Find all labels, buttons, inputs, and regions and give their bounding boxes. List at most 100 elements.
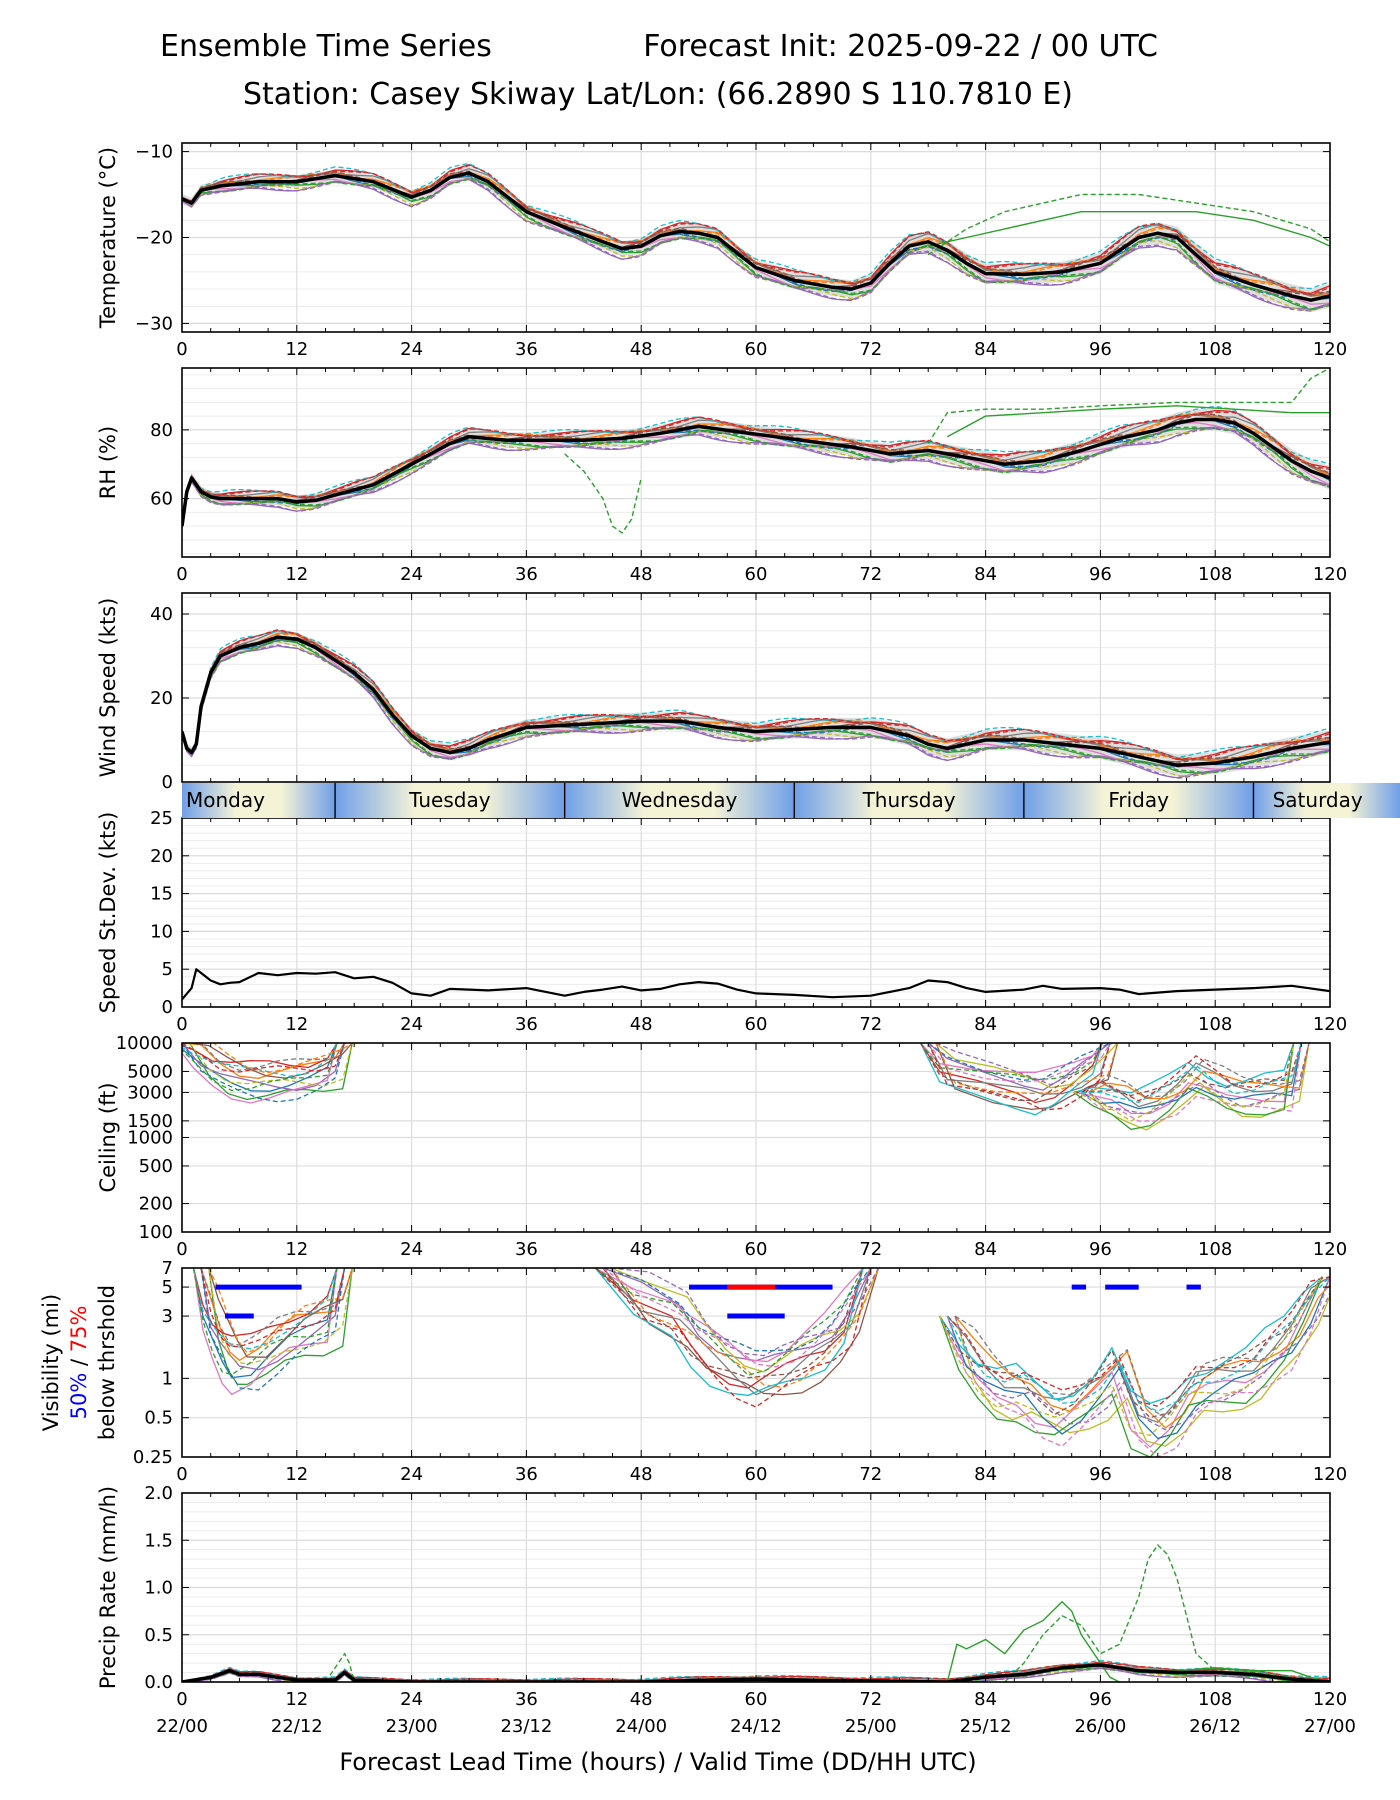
- ensemble-member-line: [189, 1043, 353, 1087]
- plot-area: [182, 629, 1330, 779]
- x-tick-label: 84: [974, 339, 997, 360]
- ensemble-member-line: [939, 1276, 1323, 1419]
- x-tick-label: 72: [859, 564, 882, 585]
- x-tick-label: 96: [1089, 1464, 1112, 1485]
- ensemble-member-line: [182, 178, 1330, 312]
- ensemble-member-line: [927, 1043, 1111, 1081]
- outlier-member-line: [946, 1600, 1120, 1682]
- ensemble-member-line: [200, 1268, 346, 1371]
- day-segment: [1023, 783, 1254, 818]
- y-tick-label: 100: [139, 1222, 173, 1243]
- figure-title-right: Forecast Init: 2025-09-22 / 00 UTC: [643, 29, 1158, 64]
- y-tick-label: 7: [162, 1258, 173, 1279]
- ensemble-member-line: [192, 1268, 338, 1337]
- threshold-legend: 50% / 75%: [67, 1306, 91, 1420]
- station-label: Station: Casey Skiway: [243, 77, 575, 112]
- x-tick-label: 108: [1198, 1014, 1232, 1035]
- ensemble-member-line: [935, 1043, 1119, 1089]
- panel-visibility: 0 12 24 36 48 60 72 84 96 108 120 0.25 0.5 1 3 57 Visibi…: [39, 1258, 1347, 1485]
- ensemble-member-line: [182, 1659, 1330, 1682]
- ensemble-member-line: [927, 1043, 1111, 1095]
- ensemble-member-line: [182, 639, 1330, 768]
- ensemble-member-line: [919, 1043, 1103, 1116]
- x-tick-label: 120: [1313, 564, 1347, 585]
- spread-band: [182, 630, 1330, 777]
- spread-band: [182, 166, 1330, 312]
- x-tick-label: 24: [400, 564, 423, 585]
- ensemble-mean-line: [182, 635, 1330, 767]
- ensemble-member-line: [946, 1276, 1330, 1423]
- valid-time-label: 22/12: [271, 1716, 323, 1737]
- x-tick-label: 12: [285, 1464, 308, 1485]
- panel-precip: 0 22/00 12 22/12 24 23/00 36 23/12 48 24/00 60 24/1…: [96, 1483, 1356, 1737]
- x-tick-label: 0: [176, 1014, 187, 1035]
- ensemble-member-line: [182, 1043, 338, 1104]
- valid-time-label: 26/12: [1189, 1716, 1241, 1737]
- x-tick-label: 24: [400, 1014, 423, 1035]
- x-tick-label: 72: [859, 1689, 882, 1710]
- x-tick-label: 72: [859, 1239, 882, 1260]
- ensemble-member-line: [919, 1043, 1103, 1102]
- ensemble-member-line: [200, 1268, 346, 1346]
- y-axis-label: RH (%): [96, 426, 120, 499]
- x-tick-label: 24: [400, 339, 423, 360]
- x-tick-label: 60: [745, 564, 768, 585]
- x-tick-label: 96: [1089, 339, 1112, 360]
- y-tick-label: −20: [135, 228, 173, 249]
- ensemble-member-line: [200, 1268, 346, 1391]
- ensemble-member-line: [1088, 1043, 1310, 1099]
- x-tick-label: 48: [630, 1239, 653, 1260]
- x-tick-label: 0: [176, 1239, 187, 1260]
- latlon-label: Lat/Lon: (66.2890 S 110.7810 E): [586, 77, 1073, 112]
- ensemble-member-line: [1073, 1043, 1295, 1097]
- x-tick-label: 108: [1198, 564, 1232, 585]
- ensemble-member-line: [182, 629, 1330, 760]
- x-tick-label: 72: [859, 1464, 882, 1485]
- x-tick-label: 48: [630, 339, 653, 360]
- x-tick-label: 0: [176, 1464, 187, 1485]
- ensemble-member-line: [1073, 1043, 1295, 1122]
- outlier-member-line: [946, 405, 1330, 438]
- x-tick-label: 48: [630, 1464, 653, 1485]
- x-tick-label: 84: [974, 1014, 997, 1035]
- x-tick-label: 120: [1313, 1014, 1347, 1035]
- ensemble-member-line: [182, 427, 1330, 529]
- ensemble-mean-line: [182, 171, 1330, 302]
- plot-area: [182, 1043, 1310, 1131]
- x-tick-label: 36: [515, 1689, 538, 1710]
- ensemble-member-line: [182, 639, 1330, 774]
- ensemble-member-line: [208, 1268, 353, 1354]
- outlier-member-line: [928, 211, 1330, 247]
- x-tick-label: 60: [745, 1689, 768, 1710]
- y-tick-label: 3000: [127, 1082, 173, 1103]
- y-tick-label: 1: [162, 1368, 173, 1389]
- ensemble-member-line: [1080, 1043, 1302, 1110]
- ensemble-member-line: [1073, 1043, 1295, 1115]
- valid-time-label: 23/00: [386, 1716, 438, 1737]
- x-tick-label: 24: [400, 1689, 423, 1710]
- ensemble-member-line: [939, 1276, 1323, 1448]
- ensemble-member-line: [192, 1268, 338, 1396]
- x-tick-label: 60: [745, 1014, 768, 1035]
- panel-ceiling: 0 12 24 36 48 60 72 84 96 108 120 100 200 500 10001500…: [96, 1033, 1347, 1260]
- day-label: Saturday: [1273, 788, 1363, 812]
- x-tick-label: 96: [1089, 1239, 1112, 1260]
- y-tick-label: 0.0: [144, 1672, 173, 1693]
- x-tick-label: 84: [974, 1239, 997, 1260]
- y-tick-label: 5: [162, 1277, 173, 1298]
- y-tick-label: 20: [150, 846, 173, 867]
- y-tick-label: 0: [162, 997, 173, 1018]
- x-tick-label: 0: [176, 339, 187, 360]
- y-tick-label: 0: [162, 772, 173, 793]
- x-tick-label: 72: [859, 1014, 882, 1035]
- ensemble-member-line: [1073, 1043, 1295, 1131]
- day-label: Monday: [186, 788, 265, 812]
- valid-time-label: 24/00: [615, 1716, 667, 1737]
- ensemble-member-line: [954, 1278, 1330, 1419]
- legend-sep: /: [67, 1352, 91, 1372]
- ensemble-member-line: [1088, 1043, 1310, 1131]
- ensemble-member-line: [610, 1268, 880, 1388]
- x-tick-label: 108: [1198, 1689, 1232, 1710]
- x-tick-label: 108: [1198, 339, 1232, 360]
- valid-time-label: 27/00: [1304, 1716, 1356, 1737]
